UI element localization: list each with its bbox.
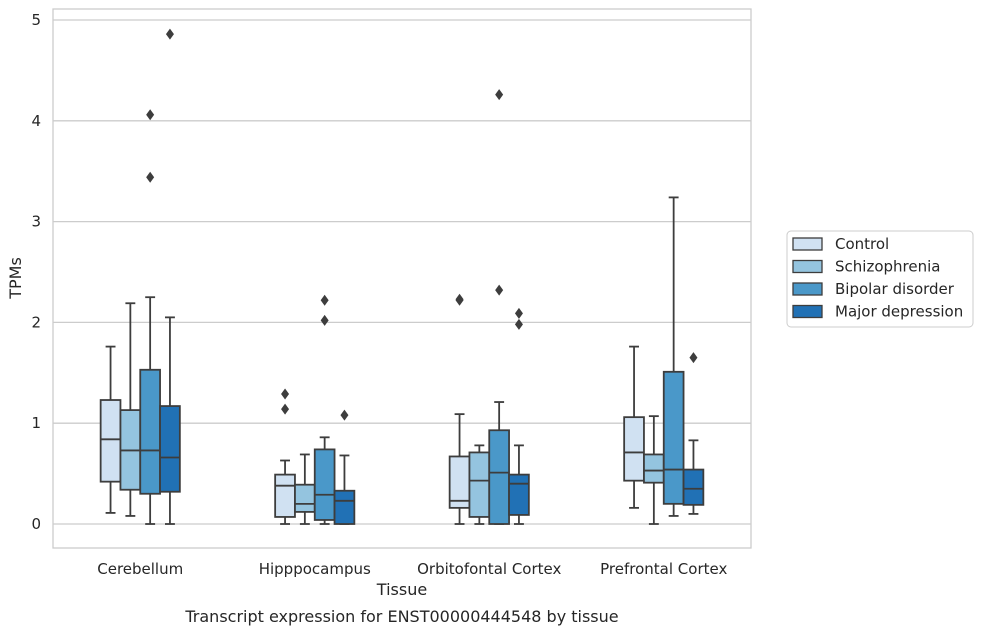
legend-entry: Bipolar disorder [792, 280, 955, 298]
series-group [139, 89, 685, 525]
legend-entry: Major depression [792, 303, 963, 321]
box-body [662, 370, 685, 505]
outlier-point [165, 28, 174, 40]
box-body [274, 473, 296, 518]
outlier-point [455, 293, 464, 305]
y-tick-label: 3 [31, 213, 41, 231]
legend-entry: Control [792, 235, 889, 253]
outlier-point [281, 388, 290, 400]
y-tick-label: 2 [31, 313, 41, 331]
outlier-point [689, 352, 698, 364]
box-item [313, 294, 336, 525]
box-body [99, 399, 122, 483]
box-item [643, 415, 665, 525]
y-tick-label: 5 [31, 11, 41, 29]
box-item [623, 345, 645, 509]
x-axis-ticks: Cerebellum Hipppocampus Orbitofontal Corte… [97, 560, 727, 578]
x-tick-label: Prefrontal Cortex [600, 560, 727, 578]
box-item [294, 453, 316, 525]
box-body [682, 468, 705, 506]
legend-swatch [792, 237, 823, 251]
legend-swatch [792, 282, 823, 296]
box-body [139, 368, 161, 495]
plot-area-frame [52, 8, 752, 549]
box-item [448, 293, 471, 525]
legend-entry: Schizophrenia [792, 258, 940, 276]
box-item [488, 89, 510, 525]
series-group [159, 28, 705, 525]
box-body [294, 483, 316, 513]
x-tick-label: Orbitofontal Cortex [417, 560, 561, 578]
box-body [468, 451, 491, 518]
outlier-point [340, 409, 349, 421]
outlier-point [495, 89, 504, 101]
box-item [159, 28, 181, 525]
box-item [333, 409, 356, 525]
box-item [682, 352, 705, 515]
box-body [313, 448, 336, 521]
outlier-point [146, 109, 155, 121]
legend-label: Schizophrenia [835, 258, 940, 276]
outlier-point [514, 307, 523, 319]
box-item [99, 345, 122, 514]
figure-caption: Transcript expression for ENST0000044454… [184, 607, 618, 626]
box-body [488, 429, 510, 525]
legend: Control Schizophrenia Bipolar disorder Majo… [786, 230, 974, 328]
box-body [643, 453, 665, 484]
box-body [159, 405, 181, 493]
outlier-point [146, 171, 155, 183]
box-item [139, 109, 161, 525]
y-tick-label: 0 [31, 515, 41, 533]
y-tick-label: 1 [31, 414, 41, 432]
series-group [119, 302, 665, 525]
legend-swatch [792, 304, 823, 319]
box-body [508, 473, 530, 516]
legend-label: Control [835, 235, 889, 253]
box-body [623, 416, 645, 482]
y-tick-label: 4 [31, 112, 41, 130]
legend-label: Major depression [835, 303, 963, 321]
legend-swatch [792, 259, 823, 274]
legend-frame [786, 230, 974, 328]
legend-label: Bipolar disorder [835, 280, 955, 298]
box-item [119, 302, 142, 517]
x-tick-label: Cerebellum [97, 560, 183, 578]
outlier-point [495, 284, 504, 296]
box-item [662, 196, 685, 517]
outlier-point [320, 294, 329, 306]
y-axis-ticks: 0 1 2 3 4 5 [31, 11, 41, 533]
outlier-point [320, 314, 329, 326]
outlier-point [281, 403, 290, 415]
y-axis-title: TPMs [6, 257, 25, 300]
box-body [333, 489, 356, 525]
box-item [468, 444, 491, 525]
series-group [99, 293, 645, 525]
box-item [274, 388, 296, 525]
box-item [508, 307, 530, 525]
x-tick-label: Hipppocampus [259, 560, 371, 578]
box-plot-series [99, 28, 705, 525]
x-axis-title: Tissue [376, 580, 427, 599]
outlier-point [514, 318, 523, 330]
